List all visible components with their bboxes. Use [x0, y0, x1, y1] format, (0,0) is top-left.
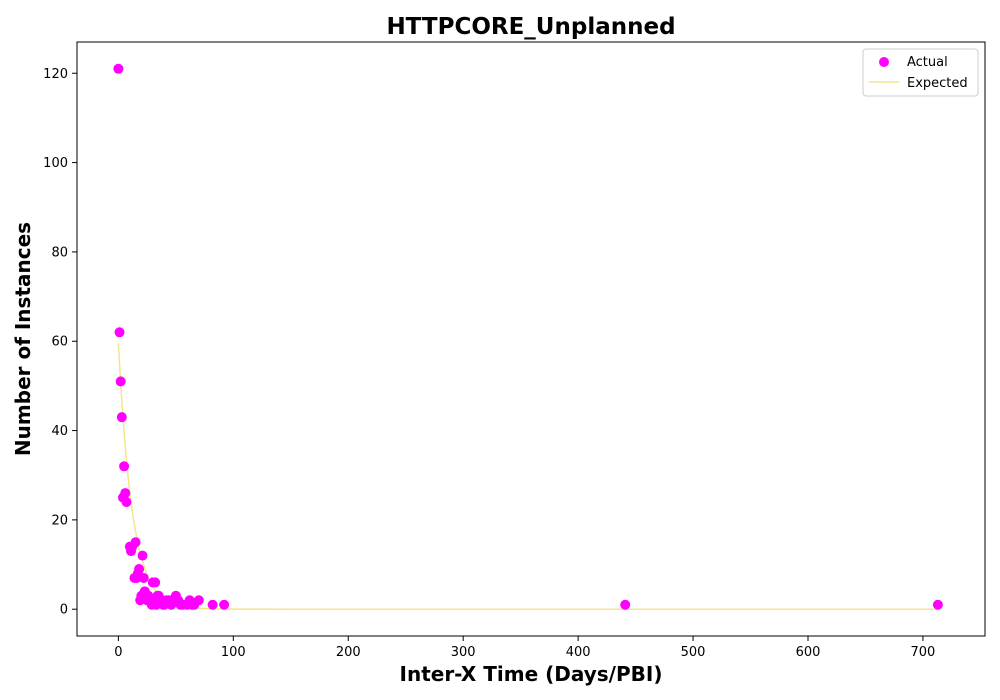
chart-title: HTTPCORE_Unplanned	[386, 14, 675, 40]
x-tick-label: 200	[336, 645, 361, 660]
y-tick-label: 100	[43, 156, 68, 171]
legend-actual-marker	[879, 57, 889, 67]
actual-point	[193, 595, 204, 606]
plot-content	[113, 63, 943, 610]
expected-line	[117, 343, 938, 610]
actual-point	[150, 577, 161, 588]
actual-point	[113, 63, 124, 74]
y-tick-label: 80	[51, 245, 68, 260]
x-tick-label: 400	[566, 645, 591, 660]
legend-actual-label: Actual	[907, 55, 948, 70]
actual-point	[134, 564, 145, 575]
actual-point	[121, 497, 132, 508]
y-tick-label: 0	[60, 603, 68, 618]
x-tick-label: 100	[221, 645, 246, 660]
actual-point	[219, 599, 230, 610]
x-tick-label: 700	[911, 645, 936, 660]
actual-point	[620, 599, 631, 610]
y-tick-label: 60	[51, 335, 68, 350]
actual-point	[137, 550, 148, 561]
actual-point	[114, 327, 125, 338]
actual-point	[207, 599, 218, 610]
actual-point	[119, 461, 130, 472]
legend: Actual Expected	[862, 48, 979, 97]
actual-point	[120, 488, 131, 499]
x-axis-label: Inter-X Time (Days/PBI)	[400, 662, 663, 686]
actual-point	[932, 599, 943, 610]
legend-expected-label: Expected	[907, 76, 968, 91]
axes: 0 100 200 300 400 500 600 700 0 20 40 60 80 100 120	[43, 67, 935, 660]
actual-point	[138, 572, 149, 583]
x-tick-label: 600	[796, 645, 821, 660]
y-tick-label: 40	[51, 424, 68, 439]
y-tick-label: 20	[51, 513, 68, 528]
plot-frame	[76, 41, 986, 637]
x-tick-label: 0	[114, 645, 122, 660]
actual-point	[115, 376, 126, 387]
x-tick-label: 500	[681, 645, 706, 660]
y-tick-label: 120	[43, 67, 68, 82]
actual-point	[130, 537, 141, 548]
legend-box	[862, 48, 979, 97]
x-tick-label: 300	[451, 645, 476, 660]
y-axis-label: Number of Instances	[11, 222, 35, 456]
actual-point	[116, 412, 127, 423]
